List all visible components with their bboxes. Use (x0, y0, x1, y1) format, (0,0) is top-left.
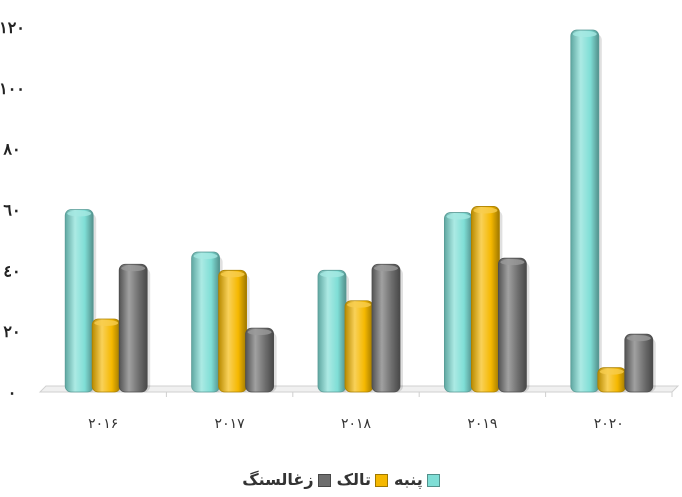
x-tick-label: ۲۰۱۷ (215, 416, 246, 432)
legend-item: پنبه (394, 470, 440, 489)
bar (570, 29, 602, 393)
legend-swatch (426, 474, 440, 487)
bar (624, 333, 656, 393)
bar (91, 318, 124, 393)
legend-swatch (317, 474, 331, 487)
bar (218, 269, 250, 393)
legend-swatch (374, 474, 388, 487)
bar (371, 263, 403, 393)
legend: پنبه تالک زغالسنگ (0, 470, 682, 489)
legend-item: تالک (337, 470, 388, 489)
legend-item: زغالسنگ (242, 470, 331, 489)
y-tick-label: ۱۲۰ (0, 18, 25, 37)
y-tick-label: ۰ (8, 383, 17, 402)
bar (245, 327, 277, 393)
y-tick-label: ۱۰۰ (0, 79, 25, 98)
x-tick-label: ۲۰۱۸ (341, 416, 372, 432)
bar (317, 269, 349, 393)
y-tick-label: ۲۰ (3, 322, 20, 341)
legend-label: تالک (336, 470, 371, 489)
bar-chart: ۰ ۲۰ ٤۰ ٦۰ ۸۰ ۱۰۰ ۱۲۰ ۲۰۱۶ ۲۰۱۷ ۲۰۱۸ ۲۰۱۹ ۲۰۲۰ (0, 18, 680, 432)
x-tick-label: ۲۰۲۰ (594, 416, 624, 432)
x-tick-label: ۲۰۱۶ (88, 416, 118, 432)
bar (344, 300, 376, 393)
y-tick-label: ٦۰ (3, 201, 20, 220)
y-tick-label: ٤۰ (3, 261, 20, 280)
bar (497, 257, 530, 393)
legend-label: زغالسنگ (242, 470, 314, 489)
bar (470, 206, 503, 393)
bar (64, 209, 97, 393)
bar (118, 263, 151, 393)
bar (597, 367, 629, 393)
x-tick-label: ۲۰۱۹ (467, 416, 497, 432)
bar (443, 212, 476, 393)
bar (191, 251, 223, 393)
legend-label: پنبه (393, 470, 423, 489)
y-tick-label: ۸۰ (2, 140, 20, 159)
